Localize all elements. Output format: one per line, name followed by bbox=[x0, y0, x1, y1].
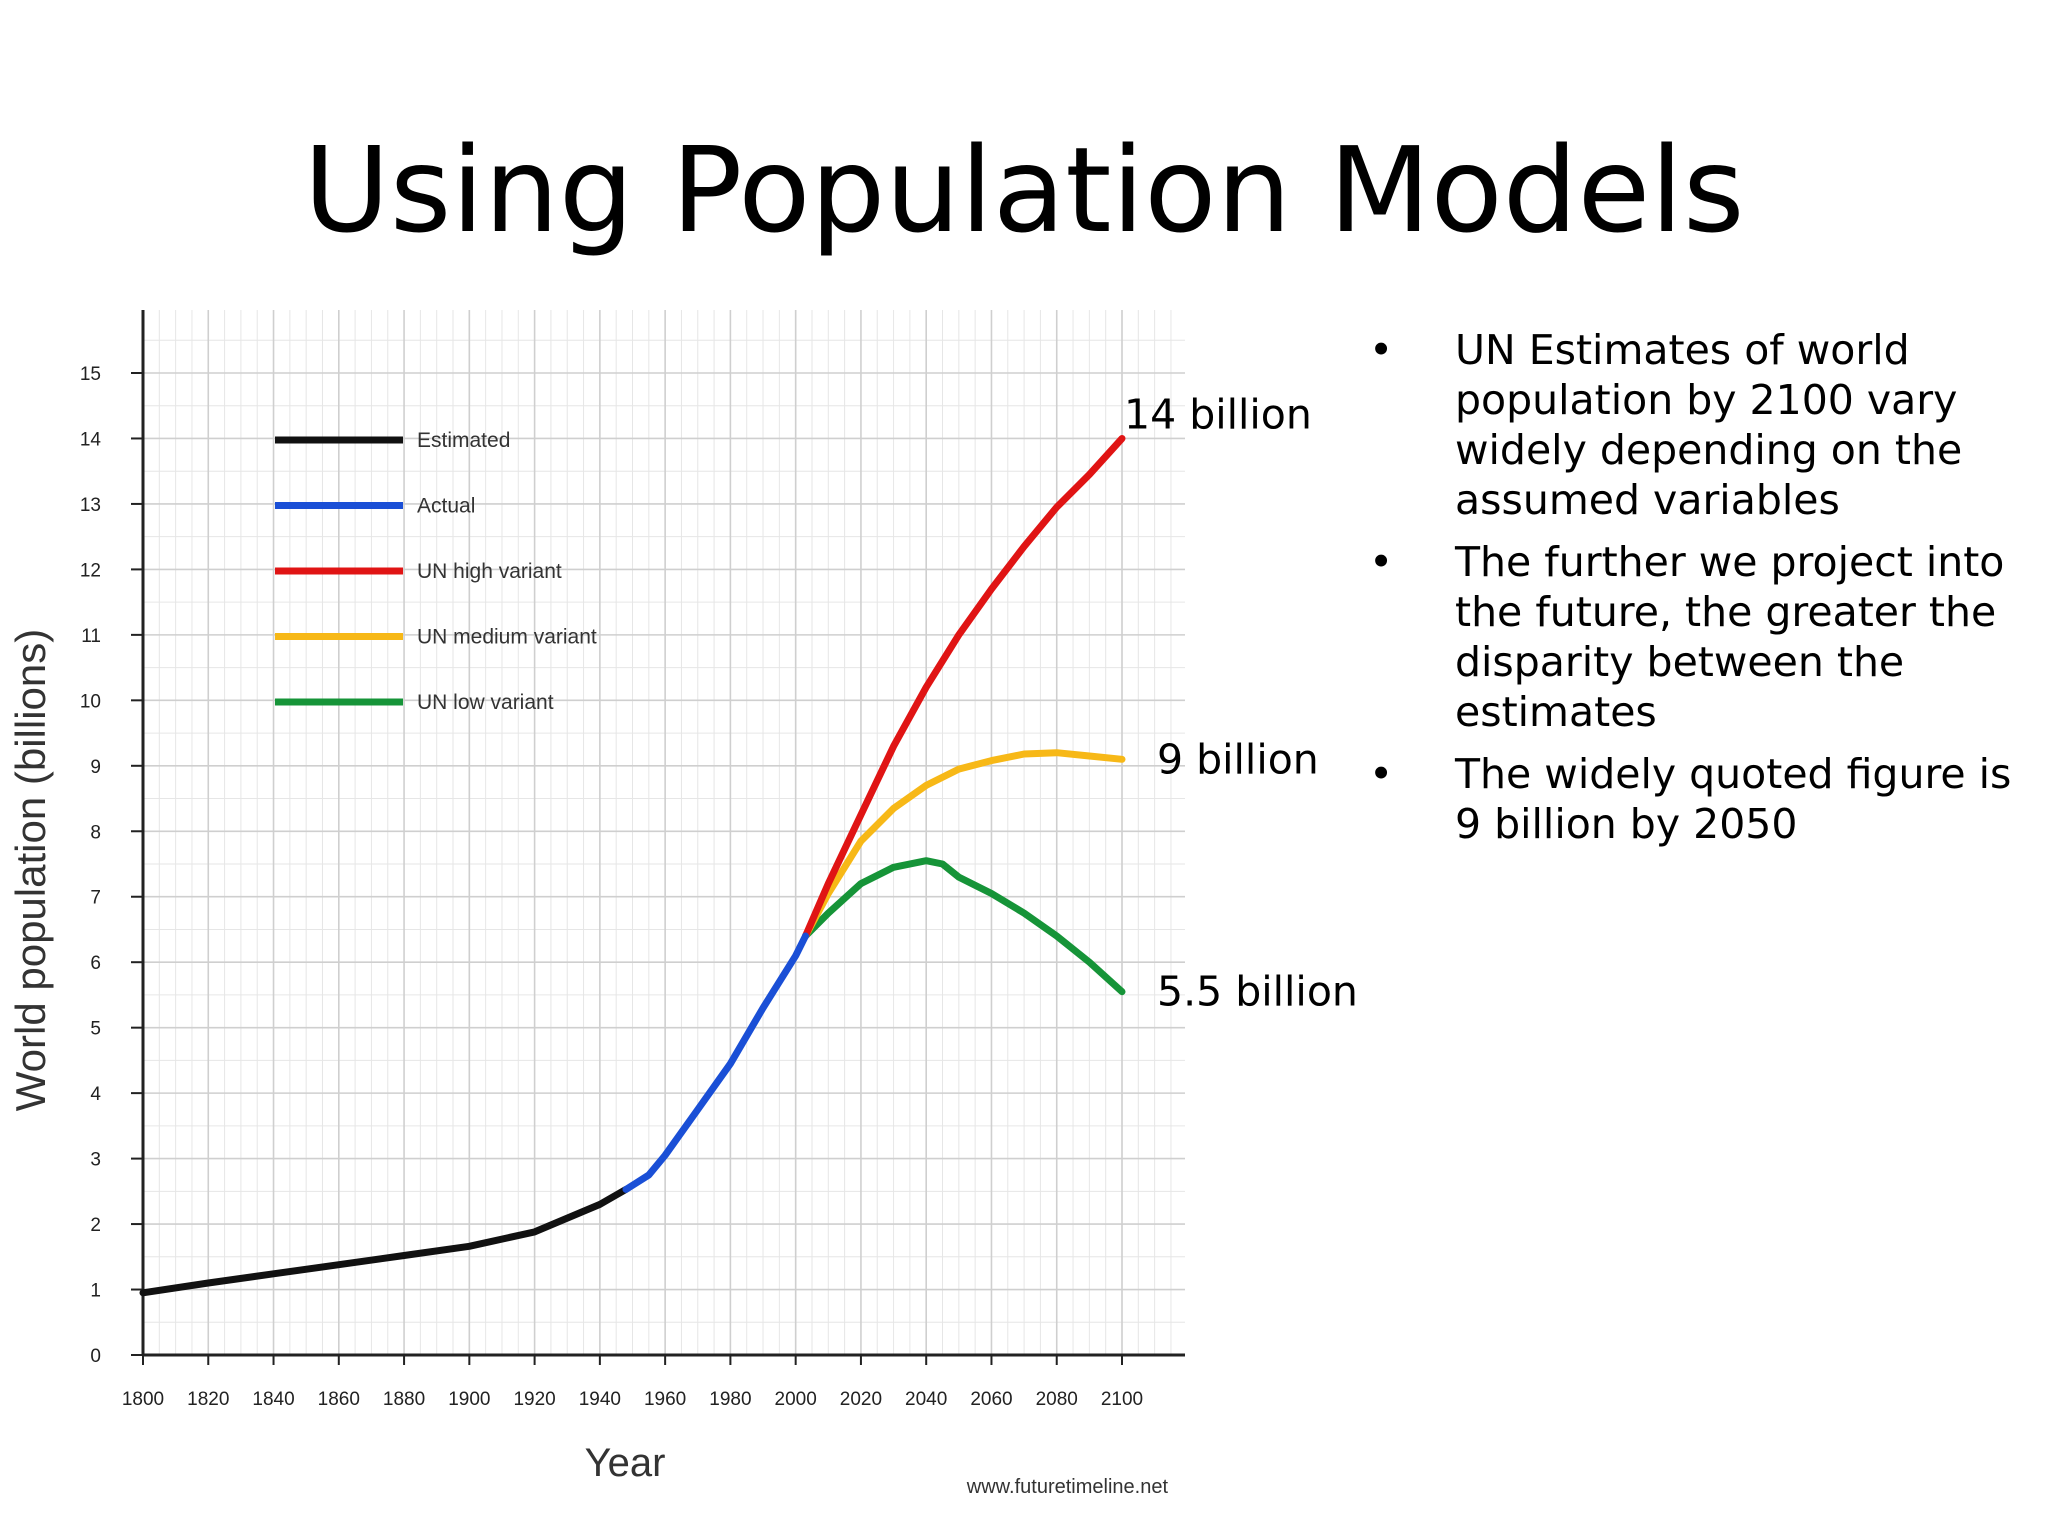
x-tick-label: 2020 bbox=[840, 1389, 882, 1410]
x-tick-label: 1900 bbox=[448, 1389, 490, 1410]
y-tick-label: 9 bbox=[90, 757, 101, 778]
legend-label: UN medium variant bbox=[417, 626, 597, 649]
y-tick-label: 7 bbox=[90, 888, 101, 909]
bullet-list: • UN Estimates of world population by 210… bbox=[1365, 325, 2025, 861]
y-tick-label: 5 bbox=[90, 1019, 101, 1040]
annotation-label: 9 billion bbox=[1157, 735, 1319, 783]
y-tick-label: 3 bbox=[90, 1150, 101, 1171]
y-tick-label: 12 bbox=[80, 560, 101, 581]
chart-grid-major bbox=[142, 310, 1185, 1356]
y-axis-title: World population (billions) bbox=[7, 629, 54, 1111]
x-tick-label: 1960 bbox=[644, 1389, 686, 1410]
x-axis-title: Year bbox=[585, 1441, 666, 1485]
bullet-item: • The further we project into the future,… bbox=[1365, 537, 2025, 737]
series-line-estimated bbox=[139, 1185, 630, 1297]
y-tick-label: 0 bbox=[90, 1346, 101, 1367]
x-tick-label: 1840 bbox=[252, 1389, 294, 1410]
y-tick-label: 10 bbox=[80, 691, 101, 712]
y-tick-label: 8 bbox=[90, 822, 101, 843]
annotation-label: 14 billion bbox=[1124, 390, 1312, 438]
y-tick-label: 4 bbox=[90, 1084, 101, 1105]
chart-grid-minor bbox=[143, 310, 1185, 1355]
y-tick-label: 11 bbox=[81, 626, 101, 647]
bullet-item: • The widely quoted figure is 9 billion b… bbox=[1365, 749, 2025, 849]
y-tick-label: 1 bbox=[90, 1281, 101, 1302]
legend-label: UN low variant bbox=[417, 691, 554, 714]
annotation-label: 5.5 billion bbox=[1157, 968, 1358, 1016]
bullet-item: • UN Estimates of world population by 210… bbox=[1365, 325, 2025, 525]
x-tick-label: 1880 bbox=[383, 1389, 425, 1410]
legend-label: UN high variant bbox=[417, 560, 562, 583]
y-tick-label: 13 bbox=[80, 495, 101, 516]
legend-label: Estimated bbox=[417, 429, 510, 452]
chart-series bbox=[139, 435, 1126, 1297]
bullet-dot: • bbox=[1369, 538, 1394, 586]
y-tick-label: 15 bbox=[80, 364, 101, 385]
chart-annotations: 14 billion 9 billion 5.5 billion bbox=[1124, 390, 1358, 1015]
y-tick-label: 2 bbox=[90, 1215, 101, 1236]
series-line-un-medium-variant bbox=[802, 749, 1126, 940]
y-tick-label: 6 bbox=[90, 953, 101, 974]
x-tick-label: 1920 bbox=[513, 1389, 555, 1410]
x-tick-label: 2060 bbox=[970, 1389, 1012, 1410]
x-tick-label: 2000 bbox=[775, 1389, 817, 1410]
series-line-un-low-variant bbox=[802, 857, 1126, 996]
series-line-un-high-variant bbox=[802, 435, 1126, 940]
bullet-dot: • bbox=[1369, 326, 1394, 374]
series-line-actual bbox=[622, 932, 809, 1193]
legend-label: Actual bbox=[417, 495, 475, 518]
chart-legend: Estimated Actual UN high variant UN medium … bbox=[275, 429, 597, 714]
bullet-text: UN Estimates of world population by 2100… bbox=[1455, 326, 1963, 524]
source-credit: www.futuretimeline.net bbox=[966, 1476, 1169, 1498]
bullet-text: The further we project into the future, … bbox=[1455, 538, 2005, 736]
bullet-text: The widely quoted figure is 9 billion by… bbox=[1455, 750, 2012, 848]
x-tick-label: 1940 bbox=[579, 1389, 621, 1410]
x-tick-label: 1820 bbox=[187, 1389, 229, 1410]
y-tick-label: 14 bbox=[80, 429, 102, 450]
bullet-dot: • bbox=[1369, 750, 1394, 798]
x-tick-label: 1800 bbox=[122, 1389, 164, 1410]
x-tick-label: 2080 bbox=[1036, 1389, 1078, 1410]
slide-title: Using Population Models bbox=[303, 121, 1745, 259]
x-tick-label: 1860 bbox=[318, 1389, 360, 1410]
x-tick-label: 2040 bbox=[905, 1389, 947, 1410]
x-tick-label: 1980 bbox=[709, 1389, 751, 1410]
chart-axes bbox=[141, 310, 1185, 1357]
x-tick-label: 2100 bbox=[1101, 1389, 1143, 1410]
